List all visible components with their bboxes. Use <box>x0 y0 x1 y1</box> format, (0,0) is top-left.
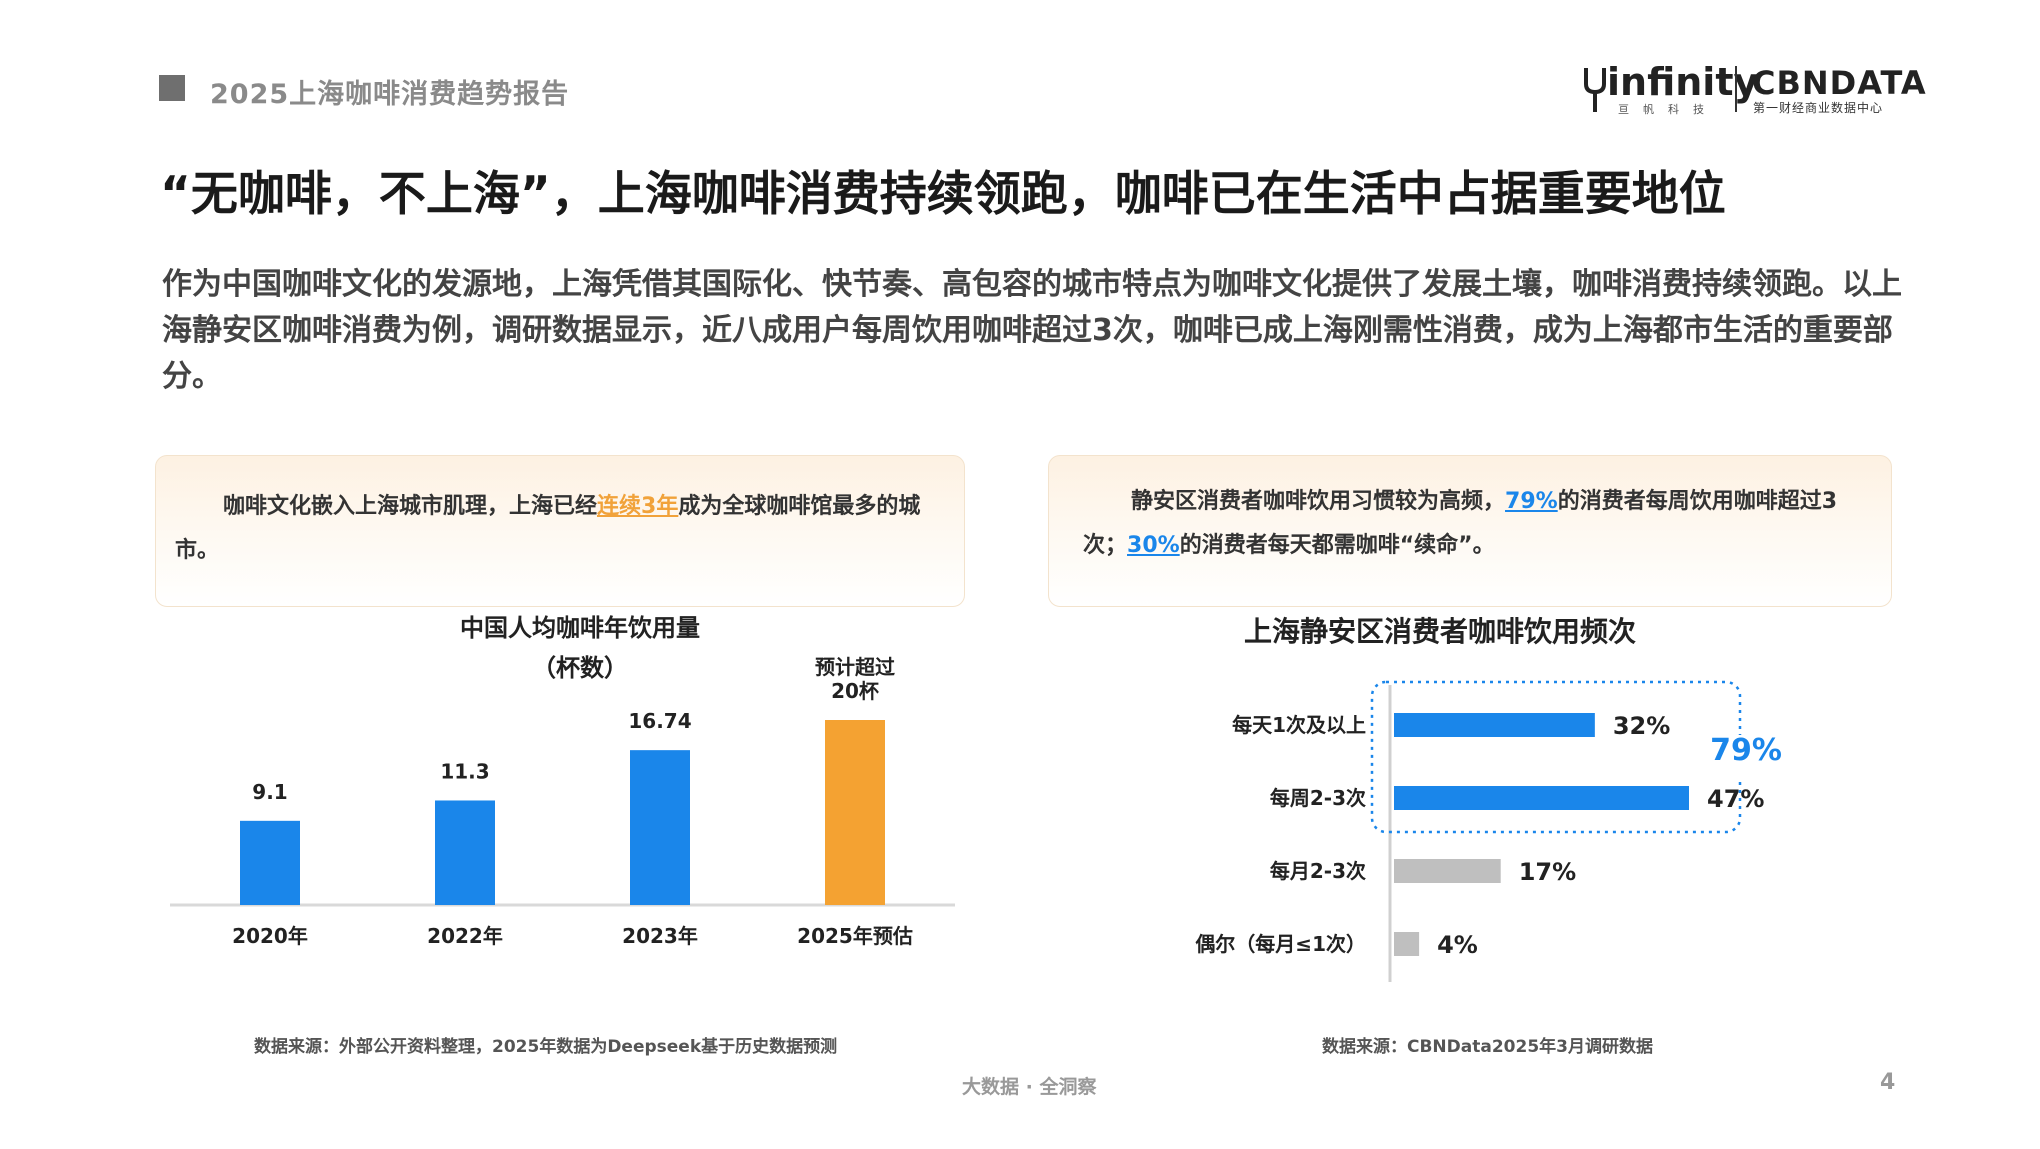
bar-0 <box>240 820 300 905</box>
right-source-note: 数据来源：CBNData2025年3月调研数据 <box>1322 1037 1653 1057</box>
x-tick-label-3: 2025年预估 <box>797 924 913 948</box>
left-callout-part2: 成为全球咖啡馆最多的城市。 <box>175 494 921 563</box>
bar-2 <box>630 750 690 905</box>
infinity-logo-text: infinity <box>1607 60 1759 104</box>
hbar-3 <box>1394 932 1420 956</box>
bar-value-label-1: 11.3 <box>440 759 489 783</box>
y-category-label-2: 每月2-3次 <box>1270 859 1366 883</box>
right-callout-part3: 的消费者每天都需咖啡“续命”。 <box>1179 533 1495 558</box>
consumption-frequency-bar-chart: 79% 32% 每天1次及以上 47% 每周2-3次 17% 每月2-3次 4% 偶尔（每月≤1… <box>1195 680 1782 982</box>
page-title: “无咖啡，不上海”，上海咖啡消费持续领跑，咖啡已在生活中占据重要地位 <box>160 167 1726 222</box>
hbar-value-label-3: 4% <box>1437 931 1478 959</box>
hbar-2 <box>1394 859 1501 883</box>
bar-3 <box>825 720 885 905</box>
weekly-group-highlight-box <box>1370 680 1742 834</box>
infinity-logo-icon <box>1584 68 1606 112</box>
group-total-label: 79% <box>1710 733 1782 768</box>
right-callout-highlight-1: 79% <box>1505 489 1558 514</box>
left-chart-title: 中国人均咖啡年饮用量 <box>460 614 700 642</box>
bar-value-label-2: 16.74 <box>628 709 691 733</box>
cups-per-capita-bar-chart: 9.1 2020年 11.3 2022年 16.74 2023年 20杯 2025年预估预计超… <box>170 655 955 948</box>
right-callout-part2: 的消费者每周饮用咖啡超过3次； <box>1083 489 1837 558</box>
hbar-value-label-0: 32% <box>1613 712 1670 740</box>
cbndata-logo-subtitle: 第一财经商业数据中心 <box>1753 101 1884 115</box>
bar-1 <box>435 800 495 905</box>
footer-slogan: 大数据 · 全洞察 <box>962 1076 1097 1098</box>
left-source-note: 数据来源：外部公开资料整理，2025年数据为Deepseek基于历史数据预测 <box>254 1037 838 1057</box>
report-title: 2025上海咖啡消费趋势报告 <box>210 79 570 110</box>
y-category-label-0: 每天1次及以上 <box>1232 713 1366 737</box>
y-category-label-3: 偶尔（每月≤1次） <box>1195 932 1366 956</box>
left-chart-subtitle: （杯数） <box>532 654 628 682</box>
bar-value-label-0: 9.1 <box>252 780 287 804</box>
infinity-logo-subtitle: 亘帆科技 <box>1618 103 1718 116</box>
left-callout-panel <box>155 455 965 607</box>
left-callout-part1: 咖啡文化嵌入上海城市肌理，上海已经 <box>223 494 598 519</box>
header-square-icon <box>159 75 185 101</box>
right-callout-text: 静安区消费者咖啡饮用习惯较为高频，79%的消费者每周饮用咖啡超过3次；30%的消… <box>1083 480 1873 568</box>
left-callout-highlight: 连续3年 <box>597 494 679 519</box>
hbar-value-label-2: 17% <box>1519 858 1576 886</box>
hbar-1 <box>1394 786 1689 810</box>
logo-divider <box>1735 66 1737 112</box>
right-chart-title: 上海静安区消费者咖啡饮用频次 <box>1243 615 1636 648</box>
y-category-label-1: 每周2-3次 <box>1270 786 1366 810</box>
left-callout-text: 咖啡文化嵌入上海城市肌理，上海已经连续3年成为全球咖啡馆最多的城市。 <box>175 485 950 573</box>
forecast-annotation: 预计超过 <box>815 655 895 679</box>
right-callout-highlight-2: 30% <box>1127 533 1180 558</box>
x-tick-label-1: 2022年 <box>427 924 503 948</box>
x-tick-label-0: 2020年 <box>232 924 308 948</box>
page-number: 4 <box>1880 1070 1896 1095</box>
group-box-gap <box>1730 735 1762 777</box>
hbar-0 <box>1394 713 1595 737</box>
x-tick-label-2: 2023年 <box>622 924 698 948</box>
right-callout-panel <box>1048 455 1892 607</box>
hbar-value-label-1: 47% <box>1707 785 1764 813</box>
bar-value-label-3: 20杯 <box>831 679 879 703</box>
right-callout-part1: 静安区消费者咖啡饮用习惯较为高频， <box>1131 489 1506 514</box>
intro-paragraph: 作为中国咖啡文化的发源地，上海凭借其国际化、快节奏、高包容的城市特点为咖啡文化提… <box>162 267 1902 394</box>
cbndata-logo-text: CBNDATA <box>1752 64 1927 102</box>
